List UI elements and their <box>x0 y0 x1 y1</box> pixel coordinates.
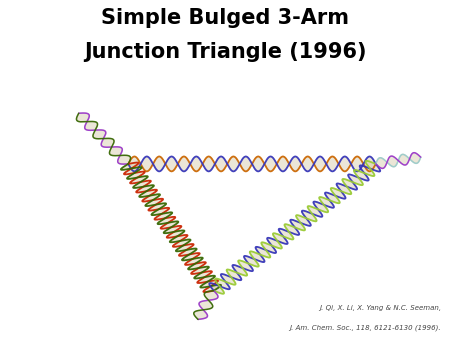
Polygon shape <box>209 161 380 294</box>
Text: Junction Triangle (1996): Junction Triangle (1996) <box>84 42 366 62</box>
Text: J. Am. Chem. Soc., 118, 6121-6130 (1996).: J. Am. Chem. Soc., 118, 6121-6130 (1996)… <box>289 325 441 331</box>
Polygon shape <box>121 163 221 292</box>
Polygon shape <box>128 156 376 171</box>
Text: J. Qi, X. Li, X. Yang & N.C. Seeman,: J. Qi, X. Li, X. Yang & N.C. Seeman, <box>319 305 441 311</box>
Polygon shape <box>376 153 421 168</box>
Polygon shape <box>194 291 218 319</box>
Text: Simple Bulged 3-Arm: Simple Bulged 3-Arm <box>101 8 349 28</box>
Polygon shape <box>76 113 130 164</box>
